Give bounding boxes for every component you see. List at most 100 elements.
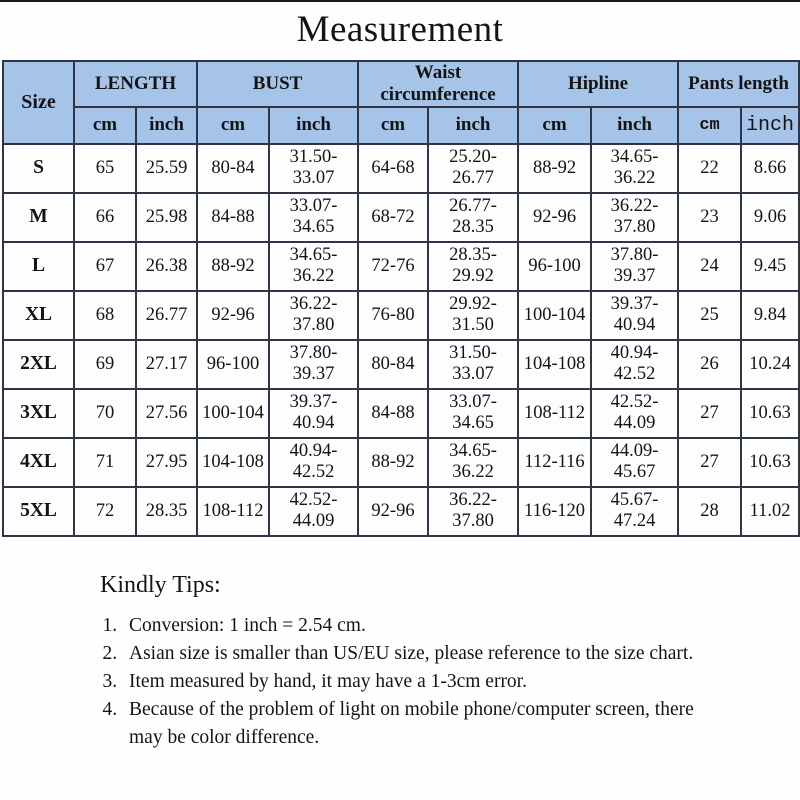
value-cell: 11.02 <box>740 485 800 537</box>
value-cell: 112-116 <box>517 436 593 488</box>
value-cell: 10.63 <box>740 436 800 488</box>
value-cell: 42.52-44.09 <box>590 387 680 439</box>
col-sub-length-inch: inch <box>135 105 198 145</box>
value-cell: 27 <box>677 387 743 439</box>
value-cell: 10.63 <box>740 387 800 439</box>
table-row: 2XL 69 27.17 96-100 37.80-39.37 80-84 31.50-33… <box>2 338 800 390</box>
value-cell: 24 <box>677 240 743 292</box>
value-cell: 108-112 <box>517 387 593 439</box>
value-cell: 65 <box>73 142 137 194</box>
tips-heading: Kindly Tips: <box>100 571 221 598</box>
col-group-length: LENGTH <box>73 59 198 108</box>
tip-item: Conversion: 1 inch = 2.54 cm. <box>122 612 718 640</box>
tip-item: Item measured by hand, it may have a 1-3… <box>122 668 718 696</box>
value-cell: 39.37-40.94 <box>267 387 360 439</box>
size-cell: 3XL <box>2 387 75 439</box>
col-header-size: Size <box>2 59 75 145</box>
col-group-waist: Waist circumference <box>357 59 520 108</box>
col-sub-pants-inch: inch <box>740 105 800 145</box>
value-cell: 100-104 <box>196 387 270 439</box>
value-cell: 31.50-33.07 <box>267 142 360 194</box>
tip-item: Asian size is smaller than US/EU size, p… <box>122 640 718 668</box>
value-cell: 45.67-47.24 <box>590 485 680 537</box>
value-cell: 26.38 <box>135 240 198 292</box>
table-row: 4XL 71 27.95 104-108 40.94-42.52 88-92 34.65-3… <box>2 436 800 488</box>
value-cell: 76-80 <box>357 289 430 341</box>
value-cell: 104-108 <box>196 436 270 488</box>
table-row: 3XL 70 27.56 100-104 39.37-40.94 84-88 33.07-3… <box>2 387 800 439</box>
value-cell: 37.80-39.37 <box>590 240 680 292</box>
value-cell: 9.84 <box>740 289 800 341</box>
value-cell: 25.98 <box>135 191 198 243</box>
value-cell: 27 <box>677 436 743 488</box>
value-cell: 88-92 <box>357 436 430 488</box>
value-cell: 26.77-28.35 <box>427 191 520 243</box>
value-cell: 10.24 <box>740 338 800 390</box>
value-cell: 34.65-36.22 <box>427 436 520 488</box>
value-cell: 84-88 <box>196 191 270 243</box>
value-cell: 88-92 <box>196 240 270 292</box>
value-cell: 69 <box>73 338 137 390</box>
page-title: Measurement <box>296 9 504 50</box>
col-sub-waist-inch: inch <box>427 105 520 145</box>
value-cell: 9.45 <box>740 240 800 292</box>
tips-section: Kindly Tips: Conversion: 1 inch = 2.54 c… <box>100 571 760 753</box>
value-cell: 88-92 <box>517 142 593 194</box>
size-cell: S <box>2 142 75 194</box>
col-group-bust: BUST <box>195 59 360 108</box>
value-cell: 26 <box>677 338 743 390</box>
value-cell: 27.95 <box>135 436 198 488</box>
value-cell: 25.59 <box>135 142 198 194</box>
table-row: S 65 25.59 80-84 31.50-33.07 64-68 25.20-26.77… <box>2 142 800 194</box>
value-cell: 26.77 <box>135 289 198 341</box>
measurement-table: Size LENGTH BUST Waist circumference Hip… <box>2 59 800 537</box>
value-cell: 72-76 <box>357 240 430 292</box>
tip-item: Because of the problem of light on mobil… <box>122 696 718 752</box>
value-cell: 33.07-34.65 <box>427 387 520 439</box>
value-cell: 25 <box>677 289 743 341</box>
value-cell: 80-84 <box>357 338 430 390</box>
top-border-line <box>0 0 800 2</box>
value-cell: 31.50-33.07 <box>427 338 520 390</box>
value-cell: 70 <box>73 387 137 439</box>
value-cell: 64-68 <box>357 142 430 194</box>
header-sub-row: cm inch cm inch cm inch cm inch cm inch <box>3 105 800 145</box>
value-cell: 84-88 <box>357 387 430 439</box>
value-cell: 23 <box>677 191 743 243</box>
value-cell: 92-96 <box>517 191 593 243</box>
col-sub-bust-cm: cm <box>196 105 270 145</box>
value-cell: 28.35-29.92 <box>427 240 520 292</box>
col-sub-bust-inch: inch <box>267 105 360 145</box>
value-cell: 37.80-39.37 <box>267 338 360 390</box>
value-cell: 66 <box>73 191 137 243</box>
size-cell: 4XL <box>2 436 75 488</box>
value-cell: 34.65-36.22 <box>590 142 680 194</box>
size-cell: 2XL <box>2 338 75 390</box>
col-group-hipline: Hipline <box>517 59 680 108</box>
value-cell: 44.09-45.67 <box>590 436 680 488</box>
size-cell: 5XL <box>2 485 75 537</box>
value-cell: 40.94-42.52 <box>590 338 680 390</box>
col-sub-pants-cm: cm <box>677 105 743 145</box>
header-group-row: Size LENGTH BUST Waist circumference Hip… <box>2 59 800 145</box>
table-row: M 66 25.98 84-88 33.07-34.65 68-72 26.77-28.35… <box>2 191 800 243</box>
value-cell: 92-96 <box>196 289 270 341</box>
value-cell: 96-100 <box>196 338 270 390</box>
value-cell: 33.07-34.65 <box>267 191 360 243</box>
value-cell: 8.66 <box>740 142 800 194</box>
value-cell: 28 <box>677 485 743 537</box>
col-sub-hipline-cm: cm <box>517 105 593 145</box>
table-row: L 67 26.38 88-92 34.65-36.22 72-76 28.35-29.92… <box>2 240 800 292</box>
value-cell: 71 <box>73 436 137 488</box>
value-cell: 72 <box>73 485 137 537</box>
value-cell: 40.94-42.52 <box>267 436 360 488</box>
value-cell: 96-100 <box>517 240 593 292</box>
value-cell: 92-96 <box>357 485 430 537</box>
table-header: Size LENGTH BUST Waist circumference Hip… <box>2 59 800 145</box>
value-cell: 100-104 <box>517 289 593 341</box>
value-cell: 28.35 <box>135 485 198 537</box>
value-cell: 67 <box>73 240 137 292</box>
tips-list: Conversion: 1 inch = 2.54 cm.Asian size … <box>100 612 718 752</box>
table-row: 5XL 72 28.35 108-112 42.52-44.09 92-96 36.22-3… <box>2 485 800 537</box>
value-cell: 116-120 <box>517 485 593 537</box>
